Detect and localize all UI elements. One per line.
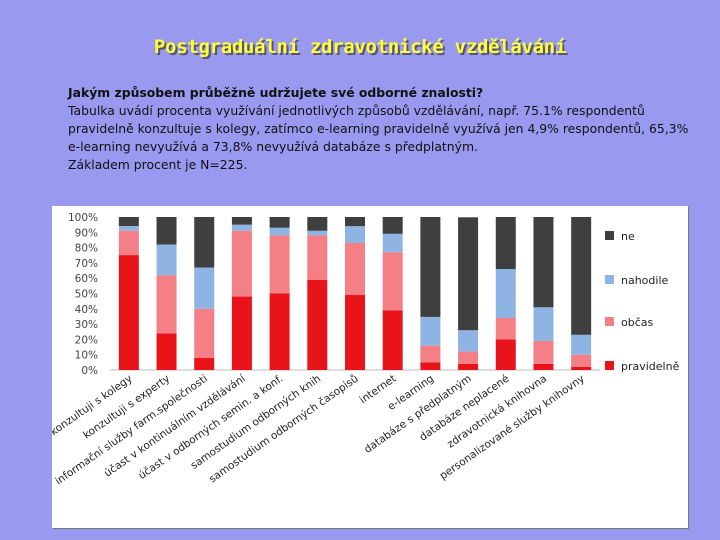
bar-segment-nahodile xyxy=(571,334,592,355)
bar-segment-občas xyxy=(533,340,554,364)
chart-container: 0% 10% 20% 30% 40% 50% 60% 70% 80% 90% 100% konzult… xyxy=(52,206,688,528)
bar-segment-ne xyxy=(231,217,252,225)
bar-segment-pravidelně xyxy=(495,339,516,370)
bar-segment-pravidelně xyxy=(382,310,403,370)
bar-segment-občas xyxy=(420,345,441,363)
bar-segment-občas xyxy=(118,230,139,256)
bar-segment-občas xyxy=(156,275,177,334)
legend-label: pravidelně xyxy=(621,360,680,373)
y-tick-label: 100% xyxy=(68,212,98,224)
bar-segment-nahodile xyxy=(382,233,403,253)
bar-segment-nahodile xyxy=(194,267,215,309)
legend-label: nahodile xyxy=(621,274,669,287)
bar-segment-ne xyxy=(156,217,177,245)
y-tick-label: 90% xyxy=(75,227,98,239)
legend-swatch-nahodile xyxy=(605,275,614,284)
bar-segment-občas xyxy=(571,354,592,367)
bar-segment-nahodile xyxy=(269,227,290,236)
bar-segment-ne xyxy=(345,217,365,227)
bar-segment-občas xyxy=(194,308,215,358)
y-tick-label: 0% xyxy=(81,365,98,377)
bar-segment-ne xyxy=(194,217,215,268)
bar-segment-občas xyxy=(231,230,252,297)
stacked-bar-chart: 0%10%20%30%40%50%60%70%80%90%100%konzult… xyxy=(52,212,680,488)
bar-segment-ne xyxy=(307,217,328,231)
chart-description: Tabulka uvádí procenta využívání jednotl… xyxy=(68,103,689,154)
bar-segment-nahodile xyxy=(458,330,479,352)
bar-segment-občas xyxy=(345,243,365,296)
bar-segment-pravidelně xyxy=(307,279,328,370)
bar-segment-pravidelně xyxy=(533,363,554,370)
bar-segment-pravidelně xyxy=(420,362,441,370)
bar-segment-pravidelně xyxy=(571,366,592,370)
bar-segment-ne xyxy=(269,217,290,228)
bar-segment-ne xyxy=(571,217,592,335)
y-tick-label: 10% xyxy=(75,350,98,362)
bar-segment-pravidelně xyxy=(156,333,177,370)
bar-segment-nahodile xyxy=(118,226,139,231)
bar-segment-občas xyxy=(382,252,403,311)
bar-segment-ne xyxy=(382,217,403,234)
bar-segment-pravidelně xyxy=(345,295,365,370)
base-note: Základem procent je N=225. xyxy=(68,157,248,172)
bar-segment-občas xyxy=(495,317,516,340)
y-tick-label: 40% xyxy=(75,304,98,316)
slide-title: Postgraduální zdravotnické vzdělávání xyxy=(153,36,567,58)
bar-segment-nahodile xyxy=(533,307,554,341)
y-tick-label: 70% xyxy=(75,258,98,270)
bar-segment-pravidelně xyxy=(231,296,252,370)
bar-segment-pravidelně xyxy=(194,357,215,370)
x-category-label: informační služby farm.společnosti xyxy=(53,373,210,488)
bar-segment-ne xyxy=(495,217,516,270)
survey-question: Jakým způsobem průběžně udržujete své od… xyxy=(68,85,484,100)
description-block: Jakým způsobem průběžně udržujete své od… xyxy=(68,84,698,174)
y-tick-label: 20% xyxy=(75,334,98,346)
bar-segment-občas xyxy=(269,235,290,294)
y-tick-label: 30% xyxy=(75,319,98,331)
bar-segment-pravidelně xyxy=(269,293,290,370)
legend-label: ne xyxy=(621,230,635,243)
bar-segment-občas xyxy=(307,235,328,280)
bar-segment-nahodile xyxy=(307,230,328,236)
bar-segment-ne xyxy=(118,217,139,227)
bar-segment-ne xyxy=(458,217,479,331)
legend-swatch-občas xyxy=(605,317,614,326)
bar-segment-nahodile xyxy=(495,269,516,318)
y-tick-label: 50% xyxy=(75,289,98,301)
bar-segment-nahodile xyxy=(420,316,441,346)
bar-segment-nahodile xyxy=(231,224,252,231)
y-tick-label: 60% xyxy=(75,273,98,285)
bar-segment-občas xyxy=(458,351,479,364)
y-tick-label: 80% xyxy=(75,243,98,255)
legend-label: občas xyxy=(621,316,654,329)
bar-segment-ne xyxy=(420,217,441,317)
bar-segment-nahodile xyxy=(345,226,365,244)
bar-segment-ne xyxy=(533,217,554,308)
bar-segment-pravidelně xyxy=(118,255,139,370)
legend-swatch-ne xyxy=(605,231,614,240)
bar-segment-pravidelně xyxy=(458,363,479,370)
bar-segment-nahodile xyxy=(156,244,177,276)
legend-swatch-pravidelně xyxy=(605,361,614,370)
